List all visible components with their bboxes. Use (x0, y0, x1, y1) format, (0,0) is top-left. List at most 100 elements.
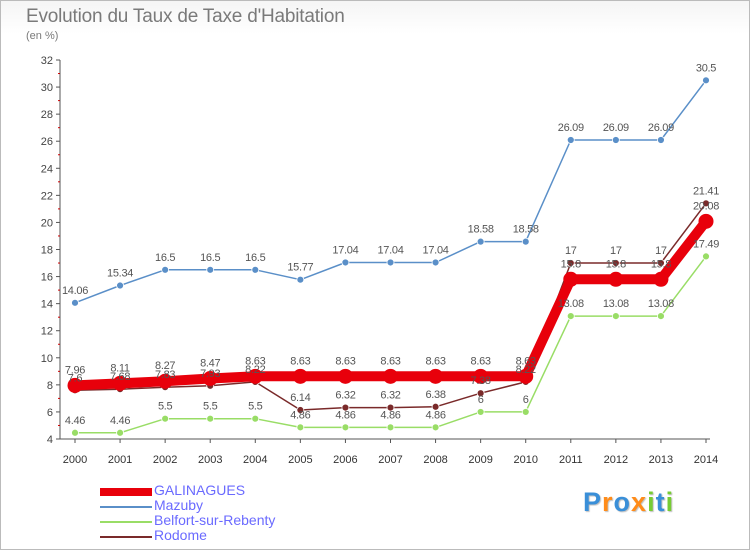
data-point (657, 136, 665, 144)
data-label: 5.5 (158, 401, 173, 413)
data-point (657, 259, 665, 267)
data-label: 15.8 (561, 258, 581, 270)
line-chart: 4 6 8 10 12 14 16 18 20 22 24 26 28 30 32 2000 2001 2002 2… (41, 55, 720, 466)
data-point (431, 402, 440, 411)
data-label: 17.49 (693, 238, 719, 250)
legend-swatch-galinagues (100, 488, 152, 496)
data-label: 7.93 (200, 368, 220, 380)
logo-letter: o (613, 487, 632, 517)
x-tick-label: 2006 (333, 454, 357, 466)
legend-label-galinagues: GALINAGUES (154, 482, 246, 498)
data-point (386, 403, 395, 412)
data-point (157, 373, 173, 389)
data-point (476, 389, 485, 398)
data-label: 13.08 (558, 298, 584, 310)
x-tick-label: 2000 (63, 454, 87, 466)
data-point (566, 312, 575, 320)
data-point (386, 258, 395, 267)
y-tick-label: 26 (41, 136, 53, 148)
data-point (563, 271, 579, 287)
x-tick-label: 2011 (559, 454, 583, 466)
data-label: 6.38 (425, 389, 445, 401)
data-point (116, 428, 124, 437)
data-label: 6.14 (290, 392, 310, 404)
logo-letter: i (665, 487, 675, 517)
x-tick-label: 2005 (288, 454, 312, 466)
data-label: 8.11 (110, 362, 130, 374)
logo-letter: i (647, 487, 656, 517)
data-label: 7.96 (65, 364, 85, 376)
data-label: 30.5 (696, 62, 716, 74)
y-tick-label: 30 (41, 82, 53, 94)
data-label: 17 (565, 245, 577, 257)
x-tick-label: 2004 (243, 454, 267, 466)
data-label: 17 (655, 245, 667, 257)
data-point (251, 414, 260, 423)
data-label: 17.04 (423, 244, 449, 256)
data-point (341, 258, 350, 267)
x-tick-label: 2001 (108, 454, 132, 466)
data-point (518, 368, 534, 384)
data-point (476, 237, 485, 246)
data-label: 4.86 (425, 409, 445, 421)
data-point (206, 414, 215, 423)
chart-title: Evolution du Taux de Taxe d'Habitation (26, 6, 345, 27)
y-tick-label: 14 (41, 299, 53, 311)
data-point (611, 259, 620, 267)
data-point (428, 368, 444, 384)
data-label: 4.86 (290, 409, 310, 421)
data-label: 7.6 (68, 372, 83, 384)
data-point (611, 312, 620, 320)
legend-label-rodome: Rodome (154, 527, 207, 543)
data-label: 8.63 (471, 355, 491, 367)
y-tick-label: 10 (41, 353, 53, 365)
legend-swatch-belfort (100, 521, 152, 523)
data-label: 6 (478, 394, 484, 406)
data-point (476, 408, 485, 416)
logo-letter: P (583, 487, 603, 517)
data-label: 6 (523, 394, 529, 406)
data-point (292, 368, 308, 384)
data-point (702, 252, 710, 261)
data-point (698, 213, 714, 229)
data-point (341, 403, 350, 412)
x-tick-label: 2002 (153, 454, 177, 466)
data-label: 15.8 (606, 258, 626, 270)
data-label: 17 (610, 245, 622, 257)
x-tick-label: 2007 (378, 454, 402, 466)
data-point (71, 298, 79, 307)
data-point (521, 237, 530, 246)
data-point (521, 408, 530, 416)
data-point (608, 271, 624, 287)
data-point (702, 199, 710, 208)
data-label: 7.83 (155, 369, 175, 381)
data-label: 8.63 (516, 355, 536, 367)
data-point (251, 265, 260, 274)
data-label: 8.63 (425, 355, 445, 367)
data-label: 8.63 (335, 355, 355, 367)
logo-letter: r (602, 487, 614, 517)
x-tick-label: 2013 (649, 454, 673, 466)
data-point (112, 375, 128, 391)
data-label: 5.5 (203, 401, 218, 413)
data-label: 4.86 (380, 409, 400, 421)
data-point (206, 265, 215, 274)
data-label: 18.58 (513, 224, 539, 236)
data-point (202, 370, 218, 386)
data-point (611, 136, 620, 144)
data-label: 16.5 (155, 252, 175, 264)
data-label: 16.5 (200, 252, 220, 264)
data-point (566, 259, 575, 267)
legend-swatch-mazuby (100, 506, 152, 508)
data-label: 16.5 (245, 252, 265, 264)
data-label: 7.38 (471, 375, 491, 387)
data-point (383, 368, 398, 384)
data-label: 15.77 (287, 262, 313, 274)
data-label: 18.58 (468, 224, 494, 236)
y-tick-label: 24 (41, 163, 53, 175)
y-tick-label: 4 (47, 434, 53, 446)
data-point (161, 265, 170, 274)
data-point (296, 275, 305, 284)
legend-label-belfort: Belfort-sur-Rebenty (154, 512, 276, 528)
data-point (341, 423, 350, 432)
